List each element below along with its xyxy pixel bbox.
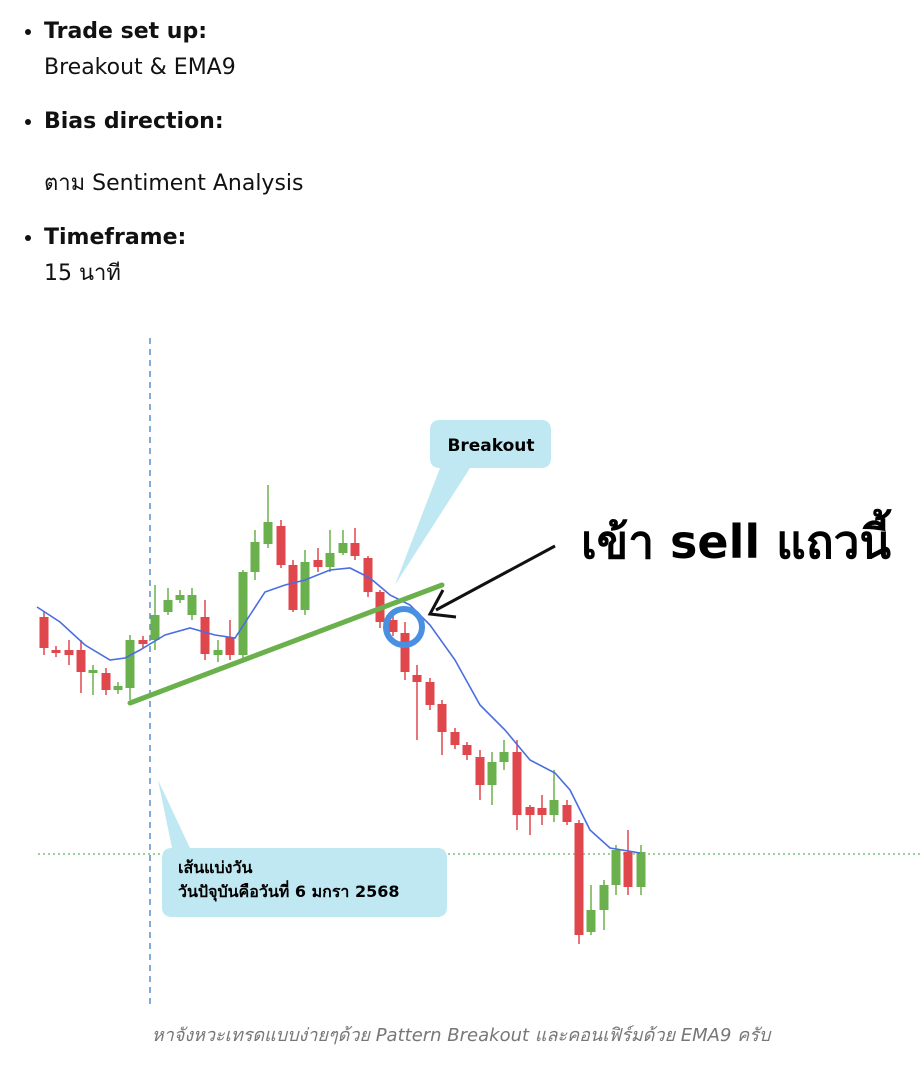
candle-body <box>138 640 148 644</box>
candles <box>39 485 646 944</box>
divider-text: วันปัจุบันคือวันที่ 6 มกรา 2568 <box>178 880 400 902</box>
candle-body <box>562 805 572 822</box>
item-label: Bias direction: <box>44 109 224 134</box>
item-label: Timeframe: <box>44 225 187 250</box>
candle-body <box>225 637 235 655</box>
candle-body <box>175 595 185 600</box>
candle-body <box>51 650 61 653</box>
entry-circle <box>383 606 425 648</box>
chart-figure: Breakout เข้า sell แถวนี้ เส้นแบ่งวัน วั… <box>36 338 920 1005</box>
candle-body <box>462 745 472 755</box>
candle-body <box>113 686 123 690</box>
candle-body <box>125 640 135 688</box>
candle-body <box>238 572 248 655</box>
candle-body <box>250 542 260 572</box>
caption: หาจังหวะเทรดแบบง่ายๆด้วย Pattern Breakou… <box>151 1025 771 1046</box>
candle-body <box>487 762 497 785</box>
bullet-item: Timeframe: 15 นาที <box>44 220 304 292</box>
candle-body <box>499 752 509 762</box>
divider-title: เส้นแบ่งวัน <box>178 858 252 877</box>
candle-body <box>586 910 596 932</box>
candle-body <box>623 852 633 887</box>
candle-body <box>450 732 460 745</box>
candle-body <box>150 615 160 640</box>
breakout-label: Breakout <box>447 436 534 456</box>
arrow <box>435 544 556 612</box>
candle-body <box>213 650 223 655</box>
bullet-list: Trade set up: Breakout & EMA9 Bias direct… <box>0 14 304 310</box>
item-text: Breakout & EMA9 <box>44 55 236 80</box>
candle-body <box>475 757 485 785</box>
bullet-item: Trade set up: Breakout & EMA9 <box>44 14 304 86</box>
candle-body <box>163 600 173 612</box>
candle-body <box>537 808 547 815</box>
item-text: 15 นาที <box>44 261 121 286</box>
candle-body <box>574 823 584 935</box>
candle-body <box>425 682 435 705</box>
candle-body <box>525 807 535 815</box>
entry-label: เข้า sell แถวนี้ <box>581 508 892 569</box>
candle-body <box>400 633 410 672</box>
candle-body <box>611 850 621 885</box>
candle-body <box>200 617 210 654</box>
breakout-callout <box>395 420 551 585</box>
divider-callout <box>158 780 447 917</box>
candle-body <box>276 526 286 565</box>
candle-body <box>187 595 197 615</box>
candle-body <box>599 885 609 910</box>
candle-body <box>263 522 273 544</box>
candle-body <box>288 565 298 610</box>
candle-body <box>39 617 49 648</box>
candle-body <box>388 620 398 632</box>
candle-body <box>76 650 86 672</box>
arrow-head <box>427 589 457 619</box>
candle-body <box>101 673 111 690</box>
bullet-item: Bias direction: ตาม Sentiment Analysis <box>44 104 304 202</box>
candle-body <box>88 670 98 673</box>
candle-body <box>313 560 323 567</box>
candle-body <box>350 543 360 556</box>
candle-body <box>636 852 646 887</box>
item-label: Trade set up: <box>44 19 208 44</box>
candle-body <box>64 650 74 655</box>
trendline <box>127 582 445 706</box>
candle-body <box>325 553 335 567</box>
ema-line <box>36 567 641 854</box>
item-text: ตาม Sentiment Analysis <box>44 171 304 196</box>
candle-body <box>512 752 522 815</box>
candle-body <box>549 800 559 815</box>
candle-body <box>300 562 310 610</box>
candle-body <box>412 675 422 682</box>
candle-body <box>363 558 373 592</box>
candle-body <box>437 704 447 732</box>
candle-body <box>338 543 348 553</box>
